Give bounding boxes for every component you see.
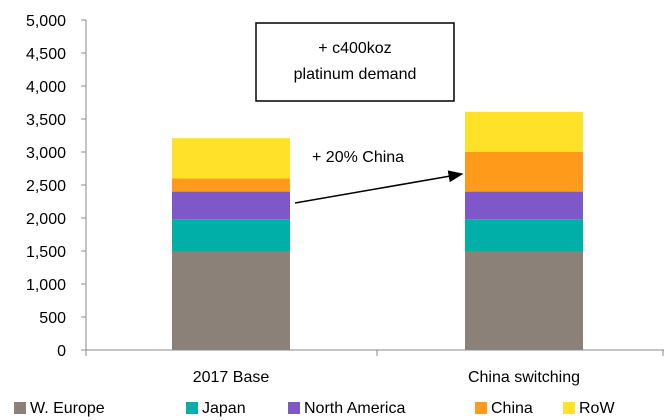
y-tick-label: 1,500 xyxy=(26,244,66,261)
legend-swatch xyxy=(288,402,300,414)
legend-label: North America xyxy=(304,400,405,417)
annotation-box-frame xyxy=(255,22,455,102)
bar-segment xyxy=(172,219,290,251)
legend-swatch xyxy=(186,402,198,414)
legend-label: RoW xyxy=(579,400,615,417)
legend-swatch xyxy=(14,402,26,414)
bar-segment xyxy=(172,251,290,350)
y-tick-label: 4,500 xyxy=(26,46,66,63)
bar-segment xyxy=(465,111,583,152)
legend: W. Europe Japan North America China RoW xyxy=(14,400,615,417)
y-tick-label: 5,000 xyxy=(26,13,66,30)
arrow-line xyxy=(294,170,464,204)
y-tick-label: 3,500 xyxy=(26,112,66,129)
y-tick-label: 2,000 xyxy=(26,211,66,228)
y-tick-label: 4,000 xyxy=(26,79,66,96)
bar-segment xyxy=(172,138,290,179)
bar-segment xyxy=(172,191,290,220)
y-tick-label: 3,000 xyxy=(26,145,66,162)
x-axis: 2017 Base China switching xyxy=(85,349,664,386)
bar-segment xyxy=(172,178,290,192)
y-tick-label: 1,000 xyxy=(26,277,66,294)
legend-label: Japan xyxy=(202,400,246,417)
x-category-label: China switching xyxy=(468,369,580,386)
x-category-label: 2017 Base xyxy=(193,369,270,386)
y-tick-label: 2,500 xyxy=(26,178,66,195)
bar-segment xyxy=(465,251,583,350)
annotation-box: + c400koz platinum demand xyxy=(255,22,455,102)
y-axis: 0 500 1,000 1,500 2,000 2,500 3,000 3,500 4,000 4… xyxy=(26,13,87,360)
annotation-box-line1: + c400koz xyxy=(318,40,391,57)
annotation-box-line2: platinum demand xyxy=(294,66,417,83)
legend-swatch xyxy=(563,402,575,414)
legend-swatch xyxy=(475,402,487,414)
y-tick-label: 500 xyxy=(39,310,66,327)
y-tick-label: 0 xyxy=(57,343,66,360)
bar-segment xyxy=(465,152,583,192)
bar-segment xyxy=(465,219,583,251)
bars xyxy=(172,111,583,350)
annotation-arrow: + 20% China xyxy=(294,149,464,204)
legend-label: W. Europe xyxy=(30,400,105,417)
legend-label: China xyxy=(491,400,533,417)
arrow-label: + 20% China xyxy=(312,149,404,166)
bar-segment xyxy=(465,191,583,220)
